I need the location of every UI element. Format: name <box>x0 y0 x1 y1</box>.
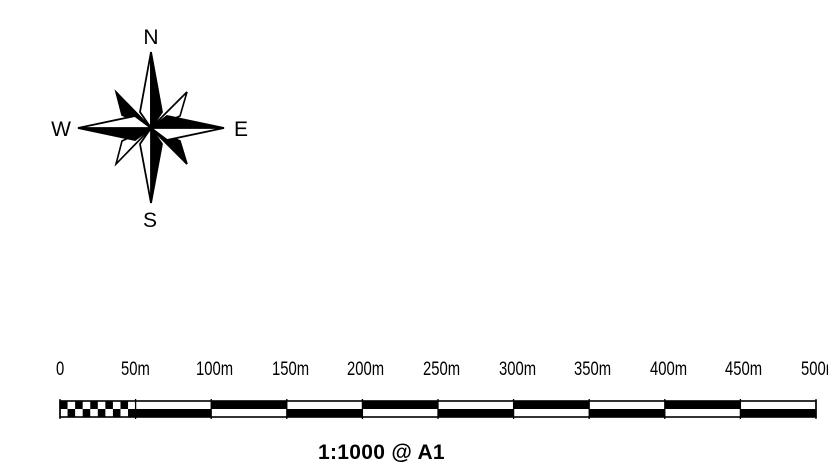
scale-bar-segment <box>438 409 514 417</box>
compass-point-n-dark <box>150 51 163 131</box>
compass-label-south: S <box>143 209 157 232</box>
scale-bar-segment <box>513 401 590 409</box>
compass-point-s-dark <box>150 125 163 204</box>
scale-bar-subdivision <box>82 409 91 417</box>
scale-bar-tick-label: 0 <box>56 359 65 380</box>
scale-bar-graphic <box>59 399 817 419</box>
scale-bar-tick-label: 450m <box>725 359 763 380</box>
scale-bar-segment <box>211 401 287 409</box>
scale-bar-tick-label: 400m <box>649 359 687 380</box>
scale-bar-segment <box>286 409 363 417</box>
scale-ratio-text: 1:1000 @ A1 <box>318 441 445 464</box>
scale-bar-tick-label: 100m <box>196 359 234 380</box>
compass-point-e-light <box>148 127 225 141</box>
compass-point-w-light <box>77 115 154 129</box>
scale-bar-tick-label: 500m <box>801 359 828 380</box>
scale-bar-tick-label: 300m <box>498 359 536 380</box>
scale-bar-tick-label: 200m <box>347 359 385 380</box>
compass-label-north: N <box>143 26 158 49</box>
scale-bar-segment <box>135 409 212 417</box>
scale-bar-subdivision <box>128 409 136 417</box>
compass-point-n-light <box>139 51 152 131</box>
north-arrow: N S E W <box>40 20 260 235</box>
scale-bar-subdivision <box>112 409 121 417</box>
compass-label-east: E <box>234 118 248 141</box>
compass-label-west: W <box>51 118 71 141</box>
scale-bar-subdivision <box>105 401 113 409</box>
scale-bar-segment <box>740 409 816 417</box>
scale-bar-segment <box>362 401 438 409</box>
scale-bar-tick-label: 250m <box>423 359 461 380</box>
scale-bar-subdivision <box>90 401 98 409</box>
scale-bar-segment <box>589 409 665 417</box>
scale-bar-tick-label: 150m <box>271 359 309 380</box>
scale-bar-subdivision <box>60 401 68 409</box>
scale-bar-tick-label: 50m <box>120 359 150 380</box>
scale-bar-subdivision <box>67 409 76 417</box>
scale-bar-tick-label: 350m <box>574 359 612 380</box>
scale-bar-segment <box>664 401 741 409</box>
scale-bar: 0 50m 100m 150m 200m 250m 300m 350m 400m 450m 500m <box>0 345 828 425</box>
scale-bar-subdivision <box>75 401 83 409</box>
compass-point-s-light <box>139 125 152 204</box>
scale-bar-subdivision <box>97 409 106 417</box>
scale-bar-subdivision <box>120 401 129 409</box>
compass-rose-icon: N S E W <box>51 26 248 232</box>
